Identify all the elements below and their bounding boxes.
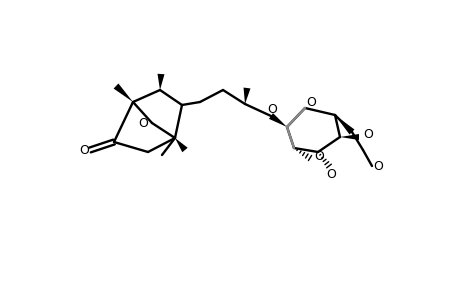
Polygon shape xyxy=(243,88,250,104)
Polygon shape xyxy=(113,83,133,102)
Polygon shape xyxy=(339,134,358,140)
Polygon shape xyxy=(334,115,354,134)
Polygon shape xyxy=(157,74,164,90)
Text: O: O xyxy=(313,149,323,163)
Text: O: O xyxy=(372,160,382,172)
Text: O: O xyxy=(305,95,315,109)
Text: O: O xyxy=(267,103,276,116)
Polygon shape xyxy=(269,113,286,127)
Text: O: O xyxy=(325,167,335,181)
Polygon shape xyxy=(174,138,187,152)
Text: O: O xyxy=(362,128,372,140)
Text: O: O xyxy=(138,116,148,130)
Text: O: O xyxy=(79,143,89,157)
